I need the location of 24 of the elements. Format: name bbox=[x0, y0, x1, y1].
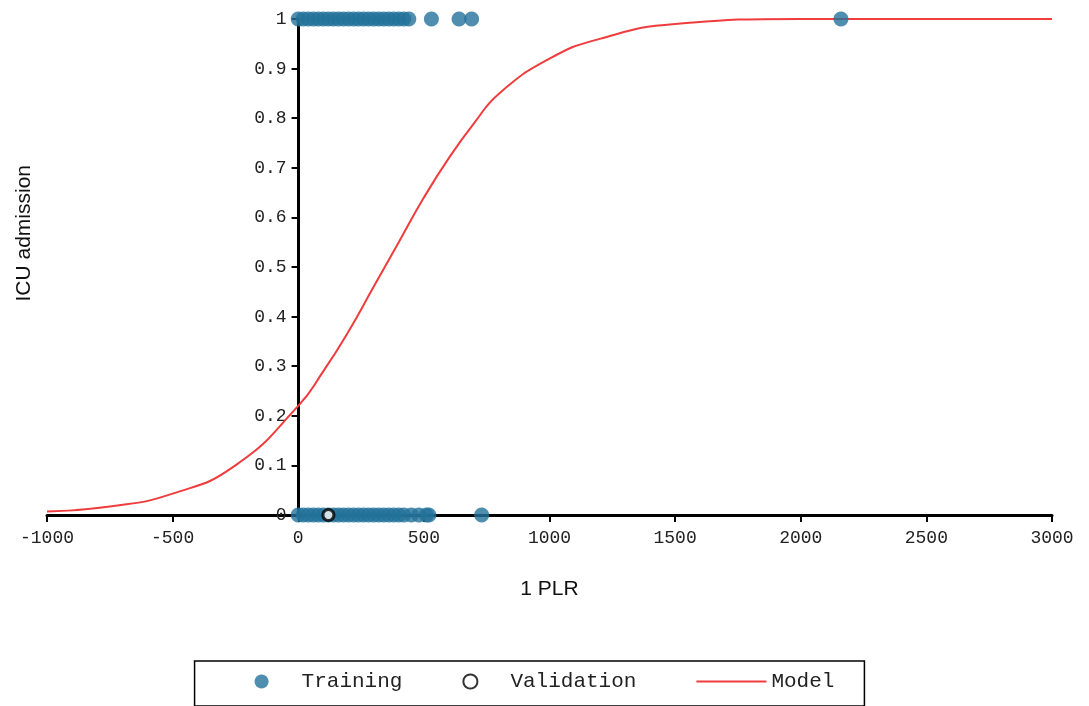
legend-label: Training bbox=[301, 670, 403, 693]
y-tick-label: 0.5 bbox=[254, 257, 287, 277]
x-tick-label: -1000 bbox=[19, 528, 75, 548]
y-tick-label: 0.6 bbox=[254, 207, 287, 228]
x-tick-label: 2500 bbox=[904, 528, 948, 548]
x-tick-label: 1500 bbox=[653, 528, 697, 548]
x-axis-title: 1 PLR bbox=[520, 576, 579, 599]
x-tick-label: 0 bbox=[292, 528, 304, 548]
y-tick-label: 0.3 bbox=[254, 356, 287, 377]
x-tick-label: 2000 bbox=[779, 528, 823, 548]
legend-label: Model bbox=[771, 670, 835, 693]
y-tick-label: 0.7 bbox=[254, 157, 287, 178]
x-tick-label: -500 bbox=[151, 528, 195, 548]
x-tick-label: 1000 bbox=[527, 528, 572, 548]
y-tick-label: 1 bbox=[275, 9, 287, 29]
y-tick-label: 0.1 bbox=[254, 455, 287, 476]
y-tick-label: 0.9 bbox=[254, 58, 287, 79]
legend-label: Validation bbox=[510, 670, 637, 693]
y-tick-label: 0.4 bbox=[254, 306, 287, 327]
x-tick-label: 3000 bbox=[1030, 528, 1074, 548]
y-tick-label: 0.2 bbox=[254, 405, 287, 426]
y-tick-label: 0.8 bbox=[254, 108, 287, 129]
text: ICU admission bbox=[11, 164, 34, 302]
x-tick-label: 500 bbox=[407, 528, 441, 548]
